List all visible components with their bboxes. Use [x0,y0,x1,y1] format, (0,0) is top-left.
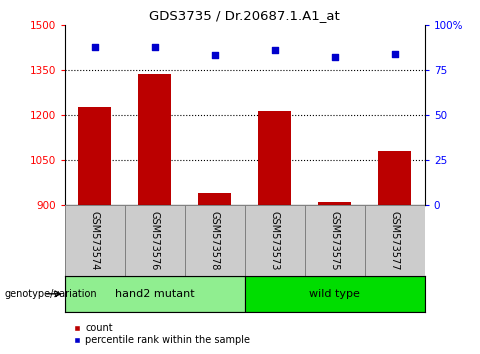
Bar [198,193,231,205]
Bar [125,205,185,276]
Bar [78,107,111,205]
Bar [258,110,291,205]
Text: GSM573574: GSM573574 [90,211,100,270]
Text: GSM573573: GSM573573 [270,211,280,270]
Point [151,45,158,50]
Point [391,51,398,57]
Point [271,47,278,53]
Text: wild type: wild type [310,289,360,299]
Text: GSM573578: GSM573578 [210,211,220,270]
Bar [138,74,171,205]
Bar [65,205,125,276]
Bar [318,202,351,205]
Bar [245,276,425,312]
Text: GSM573575: GSM573575 [330,211,340,270]
Bar [365,205,425,276]
Text: GSM573576: GSM573576 [150,211,160,270]
Bar [305,205,365,276]
Bar [65,276,245,312]
Legend: count, percentile rank within the sample: count, percentile rank within the sample [70,319,254,349]
Point [211,53,219,58]
Text: hand2 mutant: hand2 mutant [115,289,194,299]
Point [331,55,339,60]
Text: genotype/variation: genotype/variation [5,289,97,299]
Title: GDS3735 / Dr.20687.1.A1_at: GDS3735 / Dr.20687.1.A1_at [149,9,340,22]
Point [91,45,99,50]
Bar [245,205,305,276]
Text: GSM573577: GSM573577 [390,211,400,270]
Bar [378,150,411,205]
Bar [185,205,245,276]
